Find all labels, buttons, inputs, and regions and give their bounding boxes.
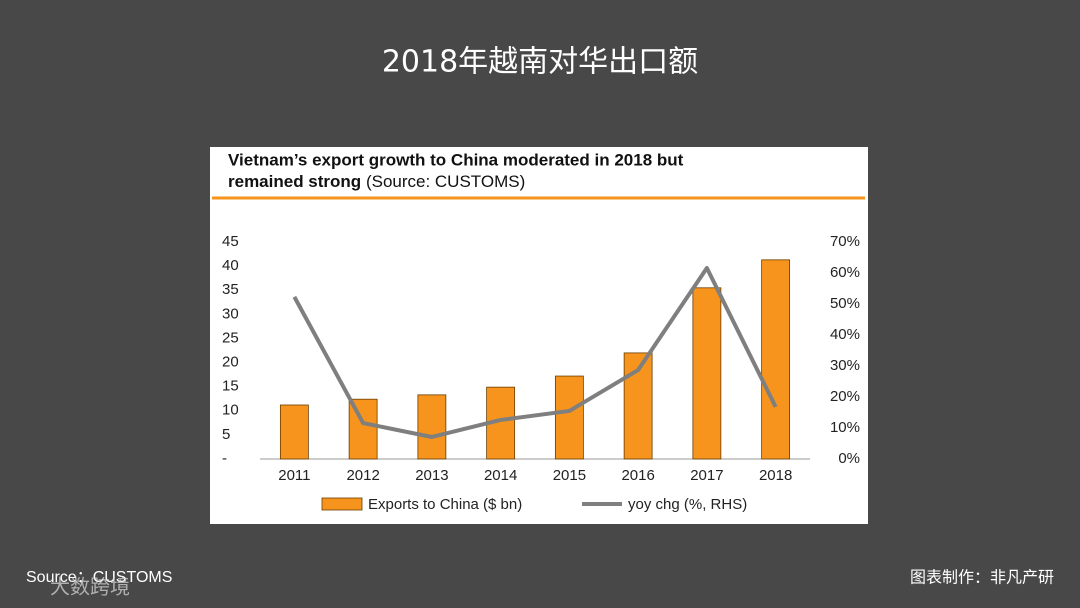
bar [417, 394, 447, 460]
y-tick-label: 10 [222, 402, 239, 419]
chart-title: remained strong [228, 172, 361, 191]
x-tick-label: 2016 [621, 467, 654, 484]
line [292, 266, 778, 439]
slide-title: 2018年越南对华出口额 [382, 45, 698, 80]
x-tick-label: 2013 [415, 467, 448, 484]
y-tick-label: 5 [222, 426, 230, 443]
bar [761, 259, 791, 460]
y-tick-label: 35 [222, 281, 239, 298]
bar [692, 287, 722, 460]
y2-tick-label: 50% [830, 295, 860, 312]
x-tick-label: 2017 [690, 467, 723, 484]
watermark: 大数跨境 [50, 575, 130, 599]
credit: 图表制作：非凡产研 [910, 568, 1054, 587]
chart-subtitle: (Source: CUSTOMS) [366, 172, 525, 191]
y-tick-label: 45 [222, 233, 239, 250]
chart-panel [210, 147, 868, 524]
y-tick-label: - [222, 450, 227, 467]
y2-tick-label: 10% [830, 419, 860, 436]
bar [279, 404, 309, 460]
y2-tick-label: 70% [830, 233, 860, 250]
x-tick-label: 2015 [553, 467, 586, 484]
x-tick-label: 2011 [278, 467, 310, 484]
y-tick-label: 30 [222, 305, 239, 322]
chart-title: remained strong (Source: CUSTOMS) [228, 172, 525, 191]
legend-label: yoy chg (%, RHS) [628, 496, 747, 513]
legend-swatch [321, 497, 363, 511]
legend-label: Exports to China ($ bn) [368, 496, 522, 513]
x-tick-label: 2018 [759, 467, 792, 484]
y2-tick-label: 30% [830, 357, 860, 374]
y2-tick-label: 0% [838, 450, 860, 467]
y-tick-label: 20 [222, 354, 239, 371]
y-tick-label: 15 [222, 378, 239, 395]
y-tick-label: 40 [222, 257, 239, 274]
chart-title: Vietnam’s export growth to China moderat… [228, 150, 684, 169]
y-tick-label: 25 [222, 329, 239, 346]
y2-tick-label: 20% [830, 388, 860, 405]
plot: - 5 10 15 20 25 30 35 40 45 0% 10% 20% 30% 40% 50% 60% 70… [222, 233, 860, 513]
bar [554, 375, 584, 460]
source-note: Source：CUSTOMS [26, 569, 172, 586]
y2-tick-label: 60% [830, 264, 860, 281]
x-tick-label: 2014 [484, 467, 517, 484]
x-tick-label: 2012 [346, 467, 379, 484]
y2-tick-label: 40% [830, 326, 860, 343]
